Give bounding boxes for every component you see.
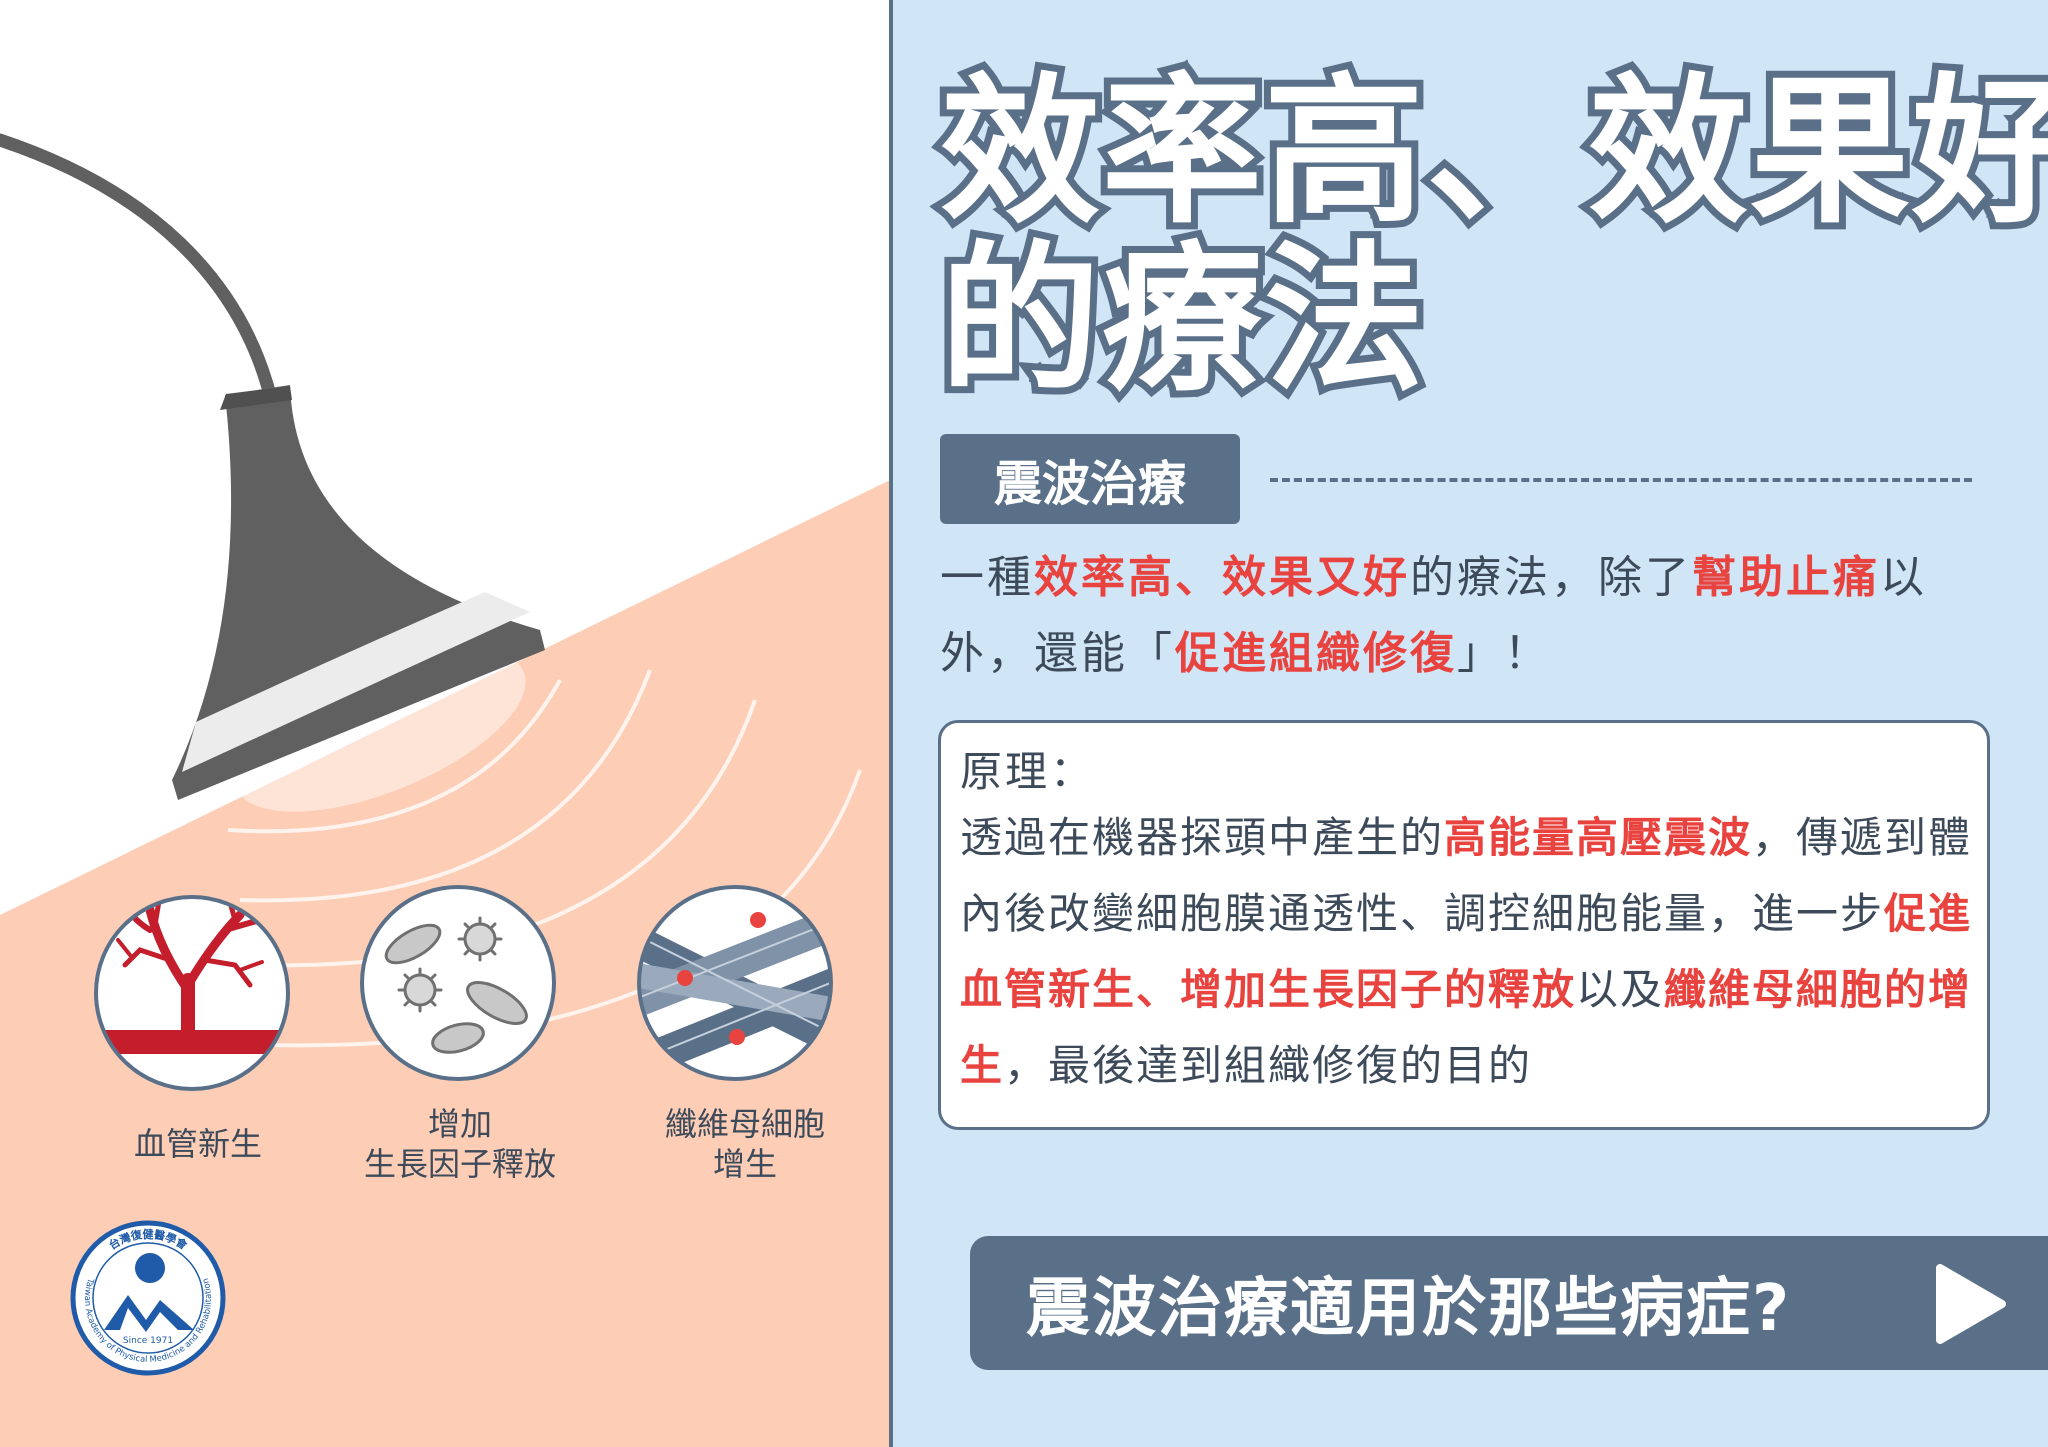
section-tag: 震波治療 [940, 434, 1240, 524]
academy-logo: 台灣復健醫學會 Taiwan Academy of Physical Medic… [70, 1220, 226, 1376]
growth-factor-icon [360, 885, 556, 1081]
principle-box [938, 720, 1990, 1130]
dashed-divider [1270, 478, 1972, 482]
caption-line: 增加 [427, 1105, 492, 1143]
caption-text: 血管新生 [133, 1125, 262, 1163]
caption-line: 生長因子釋放 [363, 1145, 556, 1183]
principle-highlight: 纖維母細胞的增生 [960, 965, 1973, 1090]
intro-text: 」！ [1457, 628, 1551, 679]
logo-since: Since 1971 [123, 1336, 173, 1346]
caption-growth-factor: 增加 生長因子釋放 [340, 1104, 580, 1184]
intro-paragraph: 一種效率高、效果又好的療法，除了幫助止痛以外，還能「促進組織修復」！ [940, 540, 1990, 692]
shockwave-probe-icon [172, 385, 545, 812]
principle-body: 透過在機器探頭中產生的高能量高壓震波，傳遞到體內後改變細胞膜通透性、調控細胞能量… [960, 800, 1980, 1104]
intro-text: 以外，還能「 [940, 552, 1927, 679]
caption-angiogenesis: 血管新生 [108, 1124, 288, 1164]
principle-highlight: 促進血管新生、增加生長因子的釋放 [960, 889, 1973, 1014]
blood-vessel-icon [94, 895, 290, 1091]
principle-title: 原理： [960, 747, 1096, 796]
caption-line: 增生 [712, 1145, 777, 1183]
caption-fibroblast: 纖維母細胞 增生 [630, 1104, 860, 1184]
next-page-label: 震波治療適用於那些病症? [1026, 1272, 1792, 1346]
next-page-button[interactable]: 震波治療適用於那些病症? [970, 1236, 2048, 1370]
play-arrow-icon[interactable] [1930, 1262, 2010, 1346]
fibroblast-icon [637, 885, 833, 1081]
principle-text: 以及 [1576, 965, 1665, 1014]
intro-highlight: 效率高、效果又好 [1034, 552, 1410, 603]
title-line-2: 的療法 [933, 226, 1431, 413]
principle-highlight: 高能量高壓震波 [1444, 813, 1753, 862]
intro-highlight: 促進組織修復 [1175, 628, 1457, 679]
intro-text: 的療法，除了 [1410, 552, 1692, 603]
title-line-1: 效率高、效果好 [933, 58, 2048, 245]
intro-text: 一種 [940, 552, 1034, 603]
caption-line: 纖維母細胞 [664, 1105, 825, 1143]
intro-highlight: 幫助止痛 [1692, 552, 1880, 603]
principle-text: ，傳遞到體內後改變細胞膜通透性、調控細胞能量，進一步 [960, 813, 1973, 938]
principle-text: ，最後達到組織修復的目的 [1004, 1041, 1533, 1090]
device-cable [0, 133, 277, 402]
principle-text: 透過在機器探頭中產生的 [960, 813, 1445, 862]
